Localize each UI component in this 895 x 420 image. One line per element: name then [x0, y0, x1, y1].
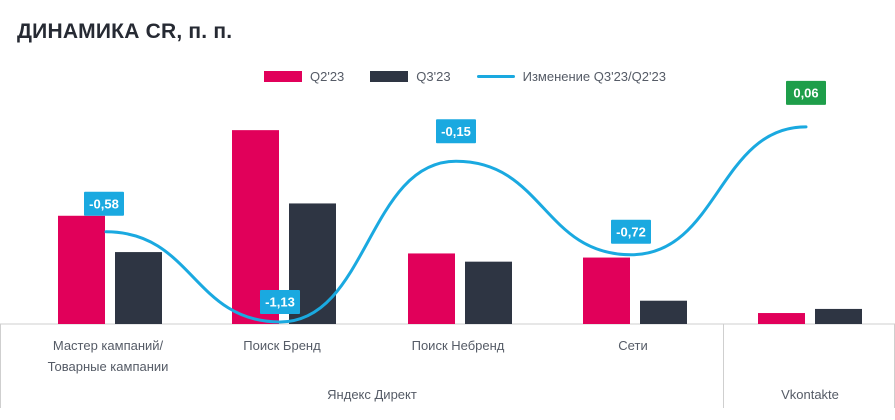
- data-label-1: -1,13: [265, 295, 295, 310]
- legend-swatch-q3: [370, 70, 409, 82]
- bar-q2-3: [583, 257, 630, 324]
- bar-q3-2: [465, 261, 512, 324]
- group-label-1: Vkontakte: [781, 387, 839, 402]
- data-label-box-4: [786, 80, 826, 105]
- category-label-0-0: Мастер кампаний/: [53, 338, 164, 353]
- legend: Q2'23 Q3'23 Изменение Q3'23/Q2'23: [264, 66, 692, 86]
- data-label-3: -0,72: [616, 224, 646, 239]
- bar-q3-0: [115, 252, 162, 324]
- data-label-2: -0,15: [441, 124, 471, 139]
- category-label-2-0: Поиск Небренд: [412, 338, 505, 353]
- legend-swatch-q2: [264, 70, 302, 82]
- bar-q2-2: [408, 253, 455, 324]
- data-label-0: -0,58: [89, 196, 119, 211]
- legend-item-change: Изменение Q3'23/Q2'23: [476, 68, 666, 84]
- chart-title: ДИНАМИКА CR, п. п.: [17, 20, 233, 43]
- legend-label-q3: Q3'23: [416, 68, 451, 84]
- legend-swatch-change: [476, 74, 515, 78]
- category-label-3-0: Сети: [618, 338, 647, 353]
- data-label-4: 0,06: [793, 85, 818, 100]
- legend-item-q3: Q3'23: [370, 68, 451, 84]
- category-label-0-1: Товарные кампании: [48, 359, 169, 374]
- legend-label-q2: Q2'23: [310, 68, 345, 84]
- data-label-box-2: [436, 119, 476, 144]
- legend-item-q2: Q2'23: [264, 69, 344, 84]
- legend-label-change: Изменение Q3'23/Q2'23: [522, 68, 666, 84]
- bar-q2-0: [58, 215, 105, 324]
- bar-q2-4: [758, 313, 805, 324]
- data-label-box-0: [84, 191, 124, 216]
- series-line-change: [104, 125, 808, 324]
- bar-q3-3: [640, 300, 687, 324]
- bar-q3-4: [815, 308, 862, 324]
- category-label-1-0: Поиск Бренд: [243, 338, 321, 353]
- data-label-box-1: [260, 290, 300, 314]
- data-label-box-3: [611, 219, 651, 244]
- group-label-0: Яндекс Директ: [327, 387, 417, 402]
